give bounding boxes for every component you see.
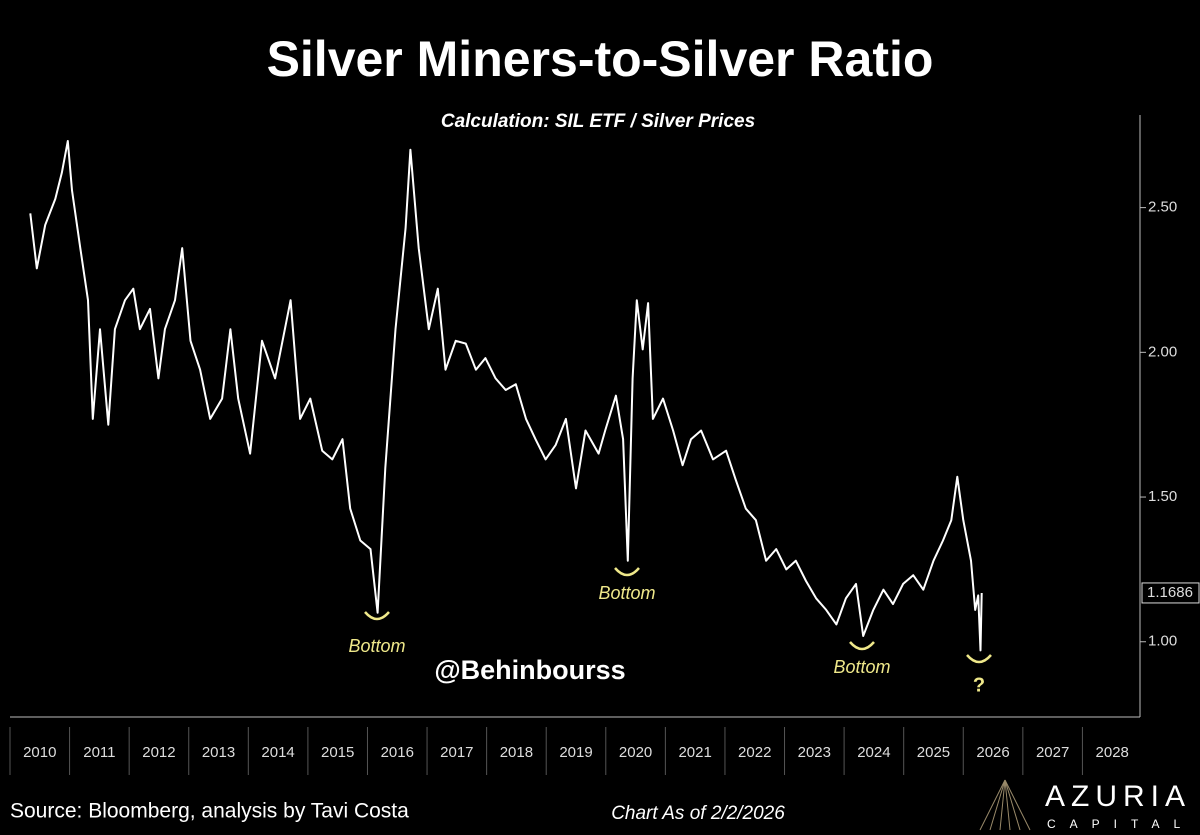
bottom-marker [614, 567, 640, 577]
x-tick-label: 2023 [798, 744, 831, 761]
x-tick-label: 2018 [500, 744, 533, 761]
x-tick-label: 2010 [23, 744, 56, 761]
annotation: ? [973, 674, 985, 696]
bottom-marker [364, 611, 390, 621]
ratio-line [29, 140, 983, 652]
as-of-note: Chart As of 2/2/2026 [611, 803, 785, 824]
x-tick-label: 2028 [1096, 744, 1129, 761]
annotation: Bottom [833, 657, 890, 677]
annotation: Bottom [598, 583, 655, 603]
x-tick-label: 2024 [857, 744, 890, 761]
x-tick-label: 2025 [917, 744, 950, 761]
bottom-marker [966, 654, 992, 664]
x-tick-label: 2013 [202, 744, 235, 761]
x-tick-label: 2014 [261, 744, 294, 761]
x-tick-label: 2017 [440, 744, 473, 761]
chart-subtitle: Calculation: SIL ETF / Silver Prices [441, 111, 755, 132]
y-tick-label: 1.50 [1148, 488, 1177, 505]
bottom-marker [849, 641, 875, 651]
x-tick-label: 2015 [321, 744, 354, 761]
x-tick-label: 2016 [381, 744, 414, 761]
last-value-box [1141, 582, 1200, 604]
logo-tagline: CAPITAL [1047, 817, 1194, 831]
logo-name: AZURIA [1045, 780, 1191, 813]
chart-title: Silver Miners-to-Silver Ratio [267, 31, 934, 87]
y-tick-label: 2.50 [1148, 199, 1177, 216]
y-tick-label: 2.00 [1148, 343, 1177, 360]
x-tick-label: 2026 [976, 744, 1009, 761]
x-tick-label: 2019 [559, 744, 592, 761]
y-tick-label: 1.00 [1148, 633, 1177, 650]
x-tick-label: 2022 [738, 744, 771, 761]
x-tick-label: 2012 [142, 744, 175, 761]
x-tick-label: 2027 [1036, 744, 1069, 761]
last-value-label: 1.1686 [1147, 584, 1193, 601]
source-note: Source: Bloomberg, analysis by Tavi Cost… [10, 800, 409, 823]
x-tick-label: 2020 [619, 744, 652, 761]
watermark: @Behinbourss [434, 655, 625, 685]
x-tick-label: 2011 [83, 744, 115, 761]
annotation: Bottom [348, 636, 405, 656]
logo-icon [979, 779, 1031, 831]
x-tick-label: 2021 [678, 744, 711, 761]
